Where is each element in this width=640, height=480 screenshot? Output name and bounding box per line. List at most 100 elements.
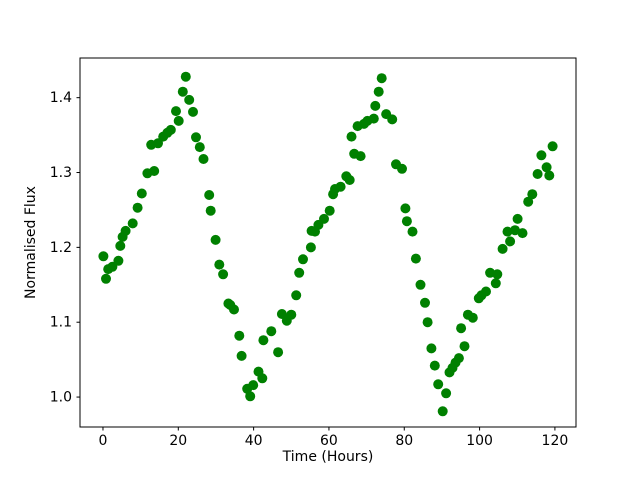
data-point [441, 388, 452, 399]
data-point [198, 154, 209, 164]
data-point [218, 269, 229, 280]
data-point [512, 213, 523, 224]
data-point [407, 226, 418, 237]
data-point [248, 380, 259, 391]
data-point [115, 240, 126, 251]
x-tick-label: 60 [320, 433, 338, 449]
data-point [536, 150, 547, 161]
data-point [459, 341, 470, 352]
data-point [368, 113, 379, 124]
data-point [210, 234, 221, 245]
data-point [127, 218, 138, 229]
data-point [286, 309, 297, 320]
data-point [541, 162, 552, 173]
data-point [437, 406, 448, 417]
x-tick-label: 80 [395, 433, 413, 449]
data-point [234, 330, 245, 341]
data-point [319, 213, 329, 224]
data-point [453, 353, 464, 364]
data-point [298, 254, 308, 265]
data-point [184, 94, 195, 105]
data-point [101, 273, 111, 284]
data-point [324, 205, 335, 216]
data-points-group [98, 71, 558, 417]
data-point [429, 360, 440, 371]
data-point [527, 189, 538, 200]
data-point [492, 269, 503, 280]
data-point [422, 317, 433, 328]
data-point [490, 278, 501, 289]
y-tick-label: 1.0 [50, 390, 72, 406]
x-tick-label: 40 [245, 433, 263, 449]
data-point [205, 205, 216, 216]
data-point [355, 151, 366, 162]
data-point [370, 100, 381, 111]
data-point [236, 350, 247, 361]
data-point [426, 343, 437, 354]
data-point [481, 286, 491, 297]
data-point [510, 225, 520, 236]
data-point [266, 326, 277, 337]
data-point [497, 243, 508, 254]
data-point [171, 106, 181, 117]
x-tick-label: 20 [169, 433, 187, 449]
data-point [532, 169, 543, 179]
data-point [204, 190, 215, 200]
data-point [373, 86, 384, 97]
axes-frame [79, 57, 577, 428]
data-point [547, 141, 558, 152]
data-point [132, 202, 143, 213]
data-point [165, 124, 176, 135]
y-tick-label: 1.1 [50, 315, 72, 331]
data-point [376, 73, 387, 84]
data-point [387, 114, 398, 125]
data-point [191, 132, 201, 143]
data-point [177, 86, 188, 97]
data-point [229, 304, 239, 315]
x-tick-label: 0 [99, 433, 108, 449]
data-point [273, 347, 284, 358]
y-axis-ticks: 1.0 1.1 1.2 1.3 1.4 [50, 90, 80, 406]
x-tick-label: 100 [466, 433, 493, 449]
y-axis-label: Normalised Flux [23, 186, 39, 299]
y-tick-label: 1.3 [50, 165, 72, 181]
data-point [433, 379, 444, 390]
data-point [346, 131, 357, 142]
data-point [523, 196, 534, 207]
x-axis-ticks: 0 20 40 60 80 100 120 [99, 427, 569, 449]
data-point [517, 228, 528, 239]
data-point [420, 297, 430, 308]
data-point [544, 170, 555, 181]
data-point [149, 166, 160, 176]
data-point [257, 373, 268, 384]
x-axis-label: Time (Hours) [282, 449, 374, 465]
data-point [120, 225, 131, 236]
data-point [188, 106, 198, 117]
data-point [258, 335, 269, 346]
data-point [245, 391, 256, 402]
data-point [505, 236, 516, 247]
data-point [136, 188, 147, 199]
data-point [415, 279, 426, 290]
data-point [98, 251, 109, 262]
data-point [335, 181, 346, 192]
data-point [401, 216, 412, 227]
data-point [291, 290, 302, 301]
data-point [344, 175, 355, 185]
y-tick-label: 1.4 [50, 90, 72, 106]
data-point [113, 255, 124, 266]
data-point [502, 226, 513, 237]
data-point [400, 203, 411, 214]
data-point [214, 259, 225, 270]
data-point [305, 242, 316, 253]
x-tick-label: 120 [542, 433, 569, 449]
y-tick-label: 1.2 [50, 240, 72, 256]
data-point [410, 253, 421, 264]
data-point [180, 71, 191, 82]
data-point [456, 323, 467, 334]
data-point [173, 115, 184, 126]
data-point [294, 267, 305, 278]
data-point [397, 163, 407, 174]
